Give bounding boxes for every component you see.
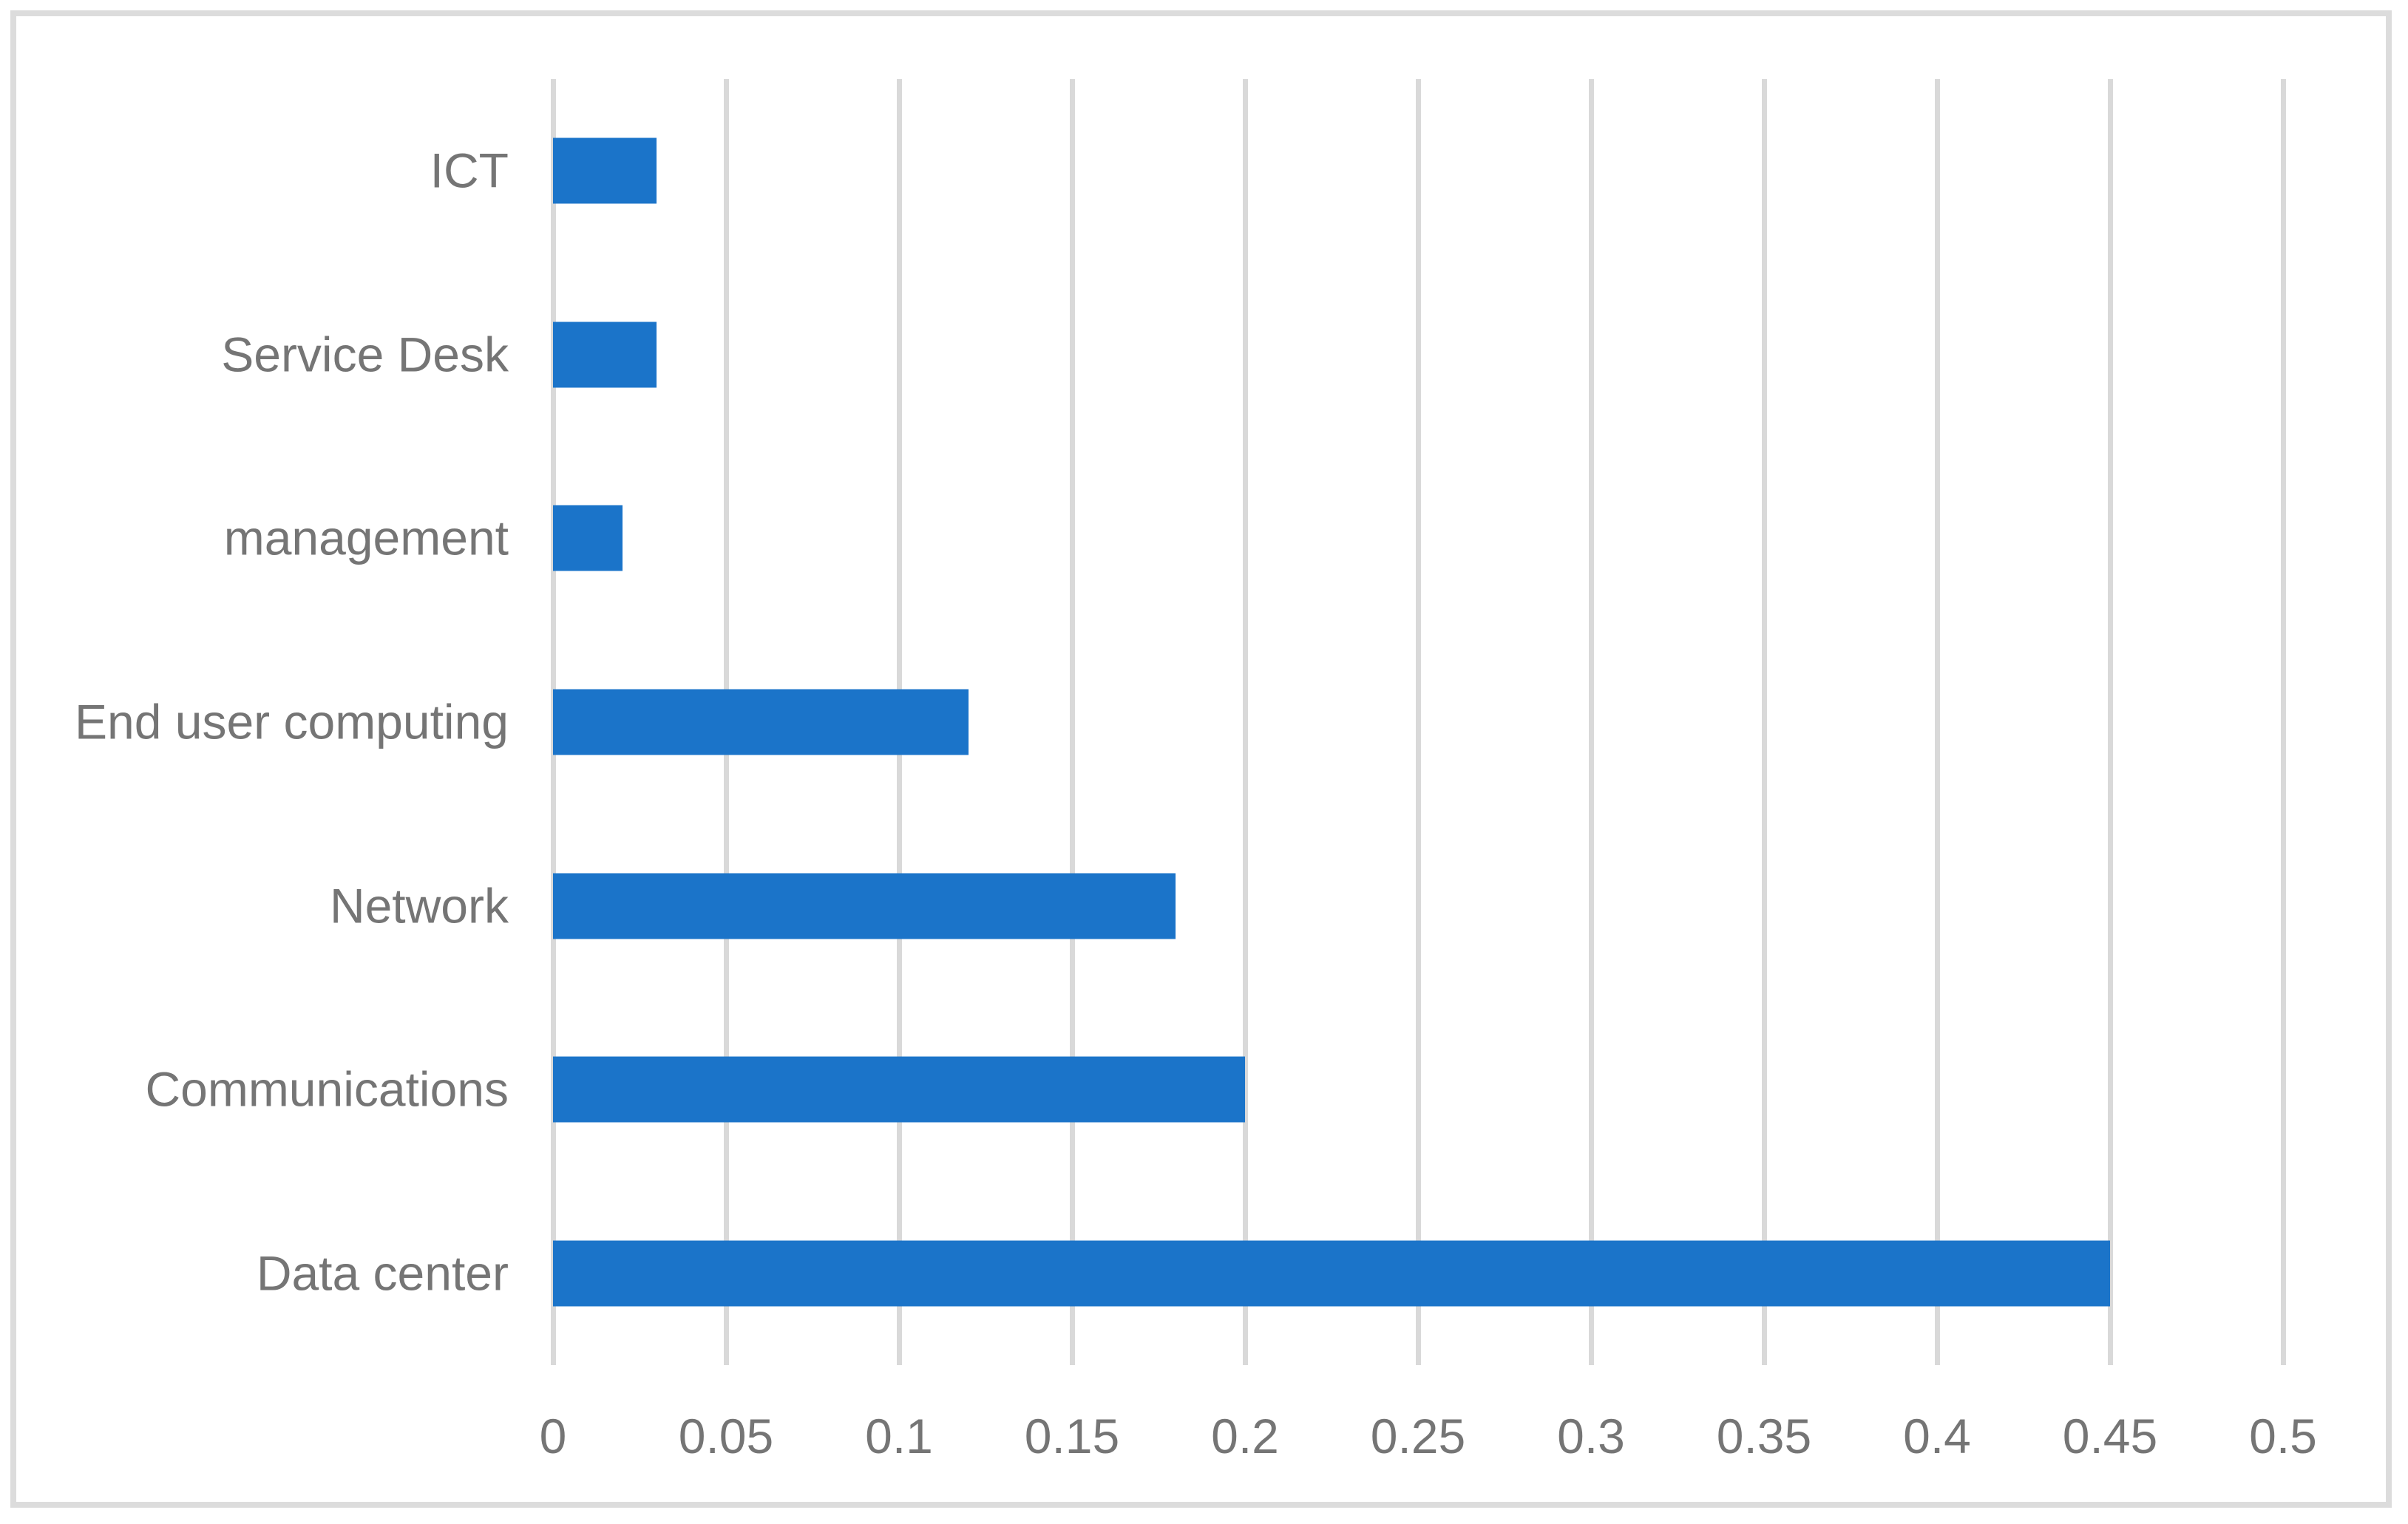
bar-service-desk	[553, 322, 657, 388]
gridline	[1415, 79, 1421, 1365]
bar-network	[553, 873, 1176, 939]
bar-end-user-computing	[553, 689, 969, 755]
plot-area	[550, 79, 2286, 1365]
bar-data-center	[553, 1240, 2110, 1307]
figure-border	[10, 10, 2392, 1508]
x-tick-label: 0	[539, 1409, 567, 1463]
x-tick-label: 0.5	[2249, 1409, 2317, 1463]
category-label: Network	[329, 878, 509, 933]
category-label: ICT	[430, 143, 509, 198]
category-label: Data center	[256, 1245, 509, 1301]
gridline	[2107, 79, 2113, 1365]
category-label: Service Desk	[221, 327, 509, 382]
category-axis-labels: ICT Service Desk management End user comput…	[0, 79, 509, 1365]
x-tick-label: 0.25	[1370, 1409, 1466, 1463]
gridline	[2280, 79, 2286, 1365]
gridline	[1588, 79, 1594, 1365]
x-tick-label: 0.4	[1903, 1409, 1971, 1463]
x-tick-label: 0.3	[1557, 1409, 1625, 1463]
gridline	[1761, 79, 1767, 1365]
bar-ict	[553, 137, 657, 204]
x-tick-label: 0.05	[678, 1409, 774, 1463]
x-tick-label: 0.15	[1024, 1409, 1120, 1463]
category-label: Communications	[145, 1061, 509, 1117]
gridline	[1934, 79, 1940, 1365]
x-tick-label: 0.2	[1211, 1409, 1279, 1463]
gridline	[1069, 79, 1075, 1365]
x-tick-label: 0.35	[1716, 1409, 1812, 1463]
x-tick-label: 0.45	[2062, 1409, 2158, 1463]
bar-management	[553, 505, 623, 571]
category-label: End user computing	[74, 694, 509, 749]
category-label: management	[223, 511, 509, 566]
bar-communications	[553, 1056, 1245, 1123]
gridline	[1242, 79, 1248, 1365]
value-axis-tick-labels: 0 0.05 0.1 0.15 0.2 0.25 0.3 0.35 0.4 0.45 0.5	[540, 1403, 2317, 1477]
x-tick-label: 0.1	[865, 1409, 933, 1463]
